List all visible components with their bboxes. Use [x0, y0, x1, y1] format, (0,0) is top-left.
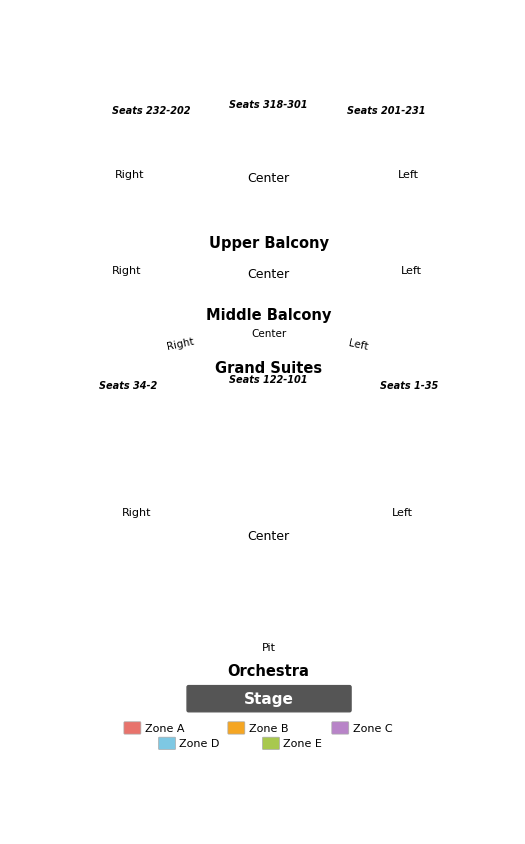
FancyBboxPatch shape: [159, 738, 175, 749]
FancyBboxPatch shape: [228, 722, 245, 734]
Text: Zone C: Zone C: [353, 723, 392, 733]
Text: Center: Center: [251, 328, 286, 338]
Text: Seats 318-301: Seats 318-301: [229, 100, 308, 110]
Text: Seats 1-35: Seats 1-35: [381, 381, 439, 391]
Text: Left: Left: [401, 266, 422, 275]
Text: Grand Suites: Grand Suites: [215, 360, 322, 376]
Text: Orchestra: Orchestra: [228, 663, 310, 678]
Text: Zone D: Zone D: [180, 738, 220, 749]
Text: Upper Balcony: Upper Balcony: [208, 236, 329, 251]
Text: Center: Center: [248, 268, 290, 281]
Text: Seats 232-202: Seats 232-202: [112, 106, 191, 116]
Text: Left: Left: [397, 170, 418, 179]
Text: Stage: Stage: [244, 691, 293, 706]
Text: Left: Left: [348, 338, 369, 351]
Text: Center: Center: [248, 529, 290, 543]
Text: Seats 201-231: Seats 201-231: [347, 106, 426, 116]
FancyBboxPatch shape: [124, 722, 141, 734]
FancyBboxPatch shape: [332, 722, 349, 734]
Text: Pit: Pit: [261, 642, 276, 652]
Text: Zone E: Zone E: [284, 738, 322, 749]
Text: Right: Right: [121, 508, 151, 517]
Text: Seats 34-2: Seats 34-2: [99, 381, 158, 391]
Text: Zone A: Zone A: [145, 723, 184, 733]
Text: Right: Right: [116, 170, 145, 179]
Text: Middle Balcony: Middle Balcony: [206, 307, 331, 322]
Text: Left: Left: [392, 508, 413, 517]
Text: Right: Right: [112, 266, 142, 275]
FancyBboxPatch shape: [262, 738, 279, 749]
Text: Right: Right: [166, 337, 195, 352]
FancyBboxPatch shape: [187, 686, 351, 712]
Text: Seats 122-101: Seats 122-101: [229, 375, 308, 385]
Text: Zone B: Zone B: [249, 723, 288, 733]
Text: Center: Center: [248, 171, 290, 185]
